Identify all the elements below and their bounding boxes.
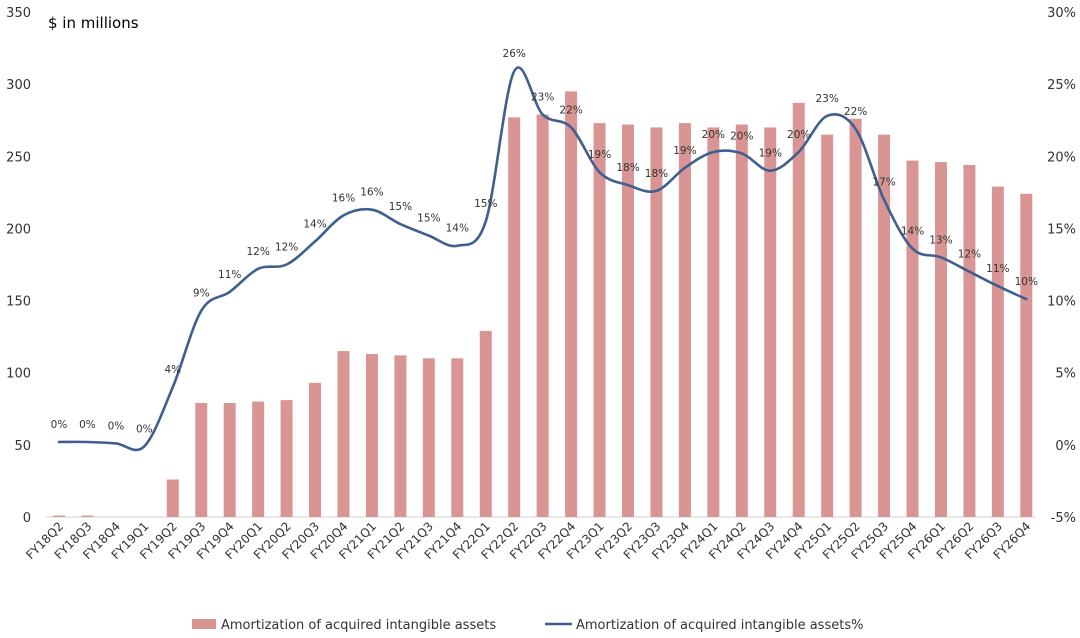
percent-data-label: 14%: [901, 226, 924, 238]
percent-data-label: 15%: [474, 198, 497, 210]
percent-data-label: 15%: [417, 213, 440, 225]
bar: [337, 351, 350, 517]
percent-data-label: 10%: [1015, 276, 1038, 288]
right-tick-label: 25%: [1047, 78, 1076, 93]
legend-bar-label: Amortization of acquired intangible asse…: [221, 618, 496, 633]
right-tick-label: 20%: [1047, 150, 1076, 165]
bar: [707, 127, 720, 517]
percent-data-label: 16%: [332, 192, 355, 204]
percent-data-label: 19%: [759, 148, 782, 160]
bar: [593, 123, 606, 517]
percent-data-label: 11%: [218, 269, 241, 281]
bar: [735, 124, 748, 518]
bar: [764, 127, 777, 517]
percent-data-label: 20%: [787, 129, 810, 141]
unit-label: $ in millions: [48, 14, 139, 32]
bar: [963, 164, 976, 517]
right-tick-label: 0%: [1055, 439, 1076, 454]
right-tick-label: 5%: [1055, 367, 1076, 382]
bar: [878, 134, 891, 517]
percent-data-label: 14%: [303, 218, 326, 230]
left-tick-label: 250: [6, 150, 31, 165]
bar: [821, 134, 834, 517]
bar: [365, 353, 378, 517]
percent-data-label: 22%: [844, 106, 867, 118]
bar-series: [53, 91, 1033, 518]
percent-data-label: 14%: [446, 223, 469, 235]
percent-data-label: 20%: [730, 130, 753, 142]
bar: [223, 403, 236, 517]
percent-data-label: 0%: [51, 419, 68, 431]
percent-data-label: 12%: [275, 242, 298, 254]
percent-data-label: 19%: [673, 145, 696, 157]
percent-data-label: 20%: [702, 129, 725, 141]
bar: [678, 123, 691, 517]
percent-data-label: 22%: [559, 104, 582, 116]
left-tick-label: 350: [6, 6, 31, 21]
bar: [508, 117, 521, 517]
percent-data-label: 12%: [958, 249, 981, 261]
percent-data-label: 0%: [108, 420, 125, 432]
left-tick-label: 50: [14, 439, 31, 454]
bar: [81, 515, 94, 517]
bar: [394, 355, 407, 517]
left-tick-label: 100: [6, 367, 31, 382]
percent-data-label: 11%: [986, 263, 1009, 275]
legend-line-label: Amortization of acquired intangible asse…: [576, 618, 863, 633]
percent-data-label: 16%: [360, 187, 383, 199]
legend: Amortization of acquired intangible asse…: [192, 618, 863, 633]
bar: [565, 91, 578, 517]
right-tick-label: -5%: [1051, 511, 1076, 526]
bar: [309, 382, 322, 517]
bar: [622, 124, 634, 518]
left-axis: 0 50 100 150 200 250 300 350: [6, 6, 31, 526]
x-axis-labels: FY18Q2FY18Q3FY18Q4FY19Q1FY19Q2FY19Q3FY19…: [23, 519, 1033, 562]
percent-data-label: 26%: [503, 48, 526, 60]
percent-data-label: 13%: [929, 234, 952, 246]
percent-data-label: 23%: [531, 91, 554, 103]
bar: [252, 401, 265, 517]
legend-bar-swatch: [192, 619, 216, 629]
bar: [792, 102, 805, 518]
right-tick-label: 30%: [1047, 6, 1076, 21]
bar: [650, 127, 663, 517]
bar: [422, 358, 435, 517]
right-tick-label: 10%: [1047, 295, 1076, 310]
percent-data-label: 17%: [872, 177, 895, 189]
percent-data-label: 15%: [389, 201, 412, 213]
bar: [53, 515, 65, 517]
percent-data-label: 4%: [164, 364, 181, 376]
bar: [536, 114, 549, 517]
bar: [991, 186, 1004, 518]
percent-data-label: 23%: [815, 93, 838, 105]
bar: [195, 403, 208, 517]
bar: [906, 160, 919, 517]
bar: [1020, 193, 1033, 518]
bar: [451, 358, 464, 517]
bar: [934, 162, 947, 518]
percent-data-label: 19%: [588, 149, 611, 161]
left-tick-label: 300: [6, 78, 31, 93]
percent-labels: 0% 0% 0% 0% 4% 9% 11% 12% 12% 14% 16% 16% 15% 15% 14% 1…: [51, 48, 1038, 435]
percent-data-label: 0%: [79, 419, 96, 431]
bar: [849, 118, 862, 518]
bar: [280, 400, 293, 517]
left-tick-label: 200: [6, 222, 31, 237]
percent-data-label: 0%: [136, 423, 153, 435]
percent-data-label: 18%: [616, 162, 639, 174]
right-axis: -5% 0% 5% 10% 15% 20% 25% 30%: [1047, 6, 1076, 526]
bar: [166, 479, 179, 517]
bar: [479, 330, 492, 517]
percent-data-label: 12%: [246, 246, 269, 258]
percent-line: [57, 66, 1028, 452]
right-tick-label: 15%: [1047, 222, 1076, 237]
left-tick-label: 0: [23, 511, 31, 526]
left-tick-label: 150: [6, 295, 31, 310]
percent-data-label: 18%: [645, 168, 668, 180]
percent-data-label: 9%: [193, 288, 210, 300]
